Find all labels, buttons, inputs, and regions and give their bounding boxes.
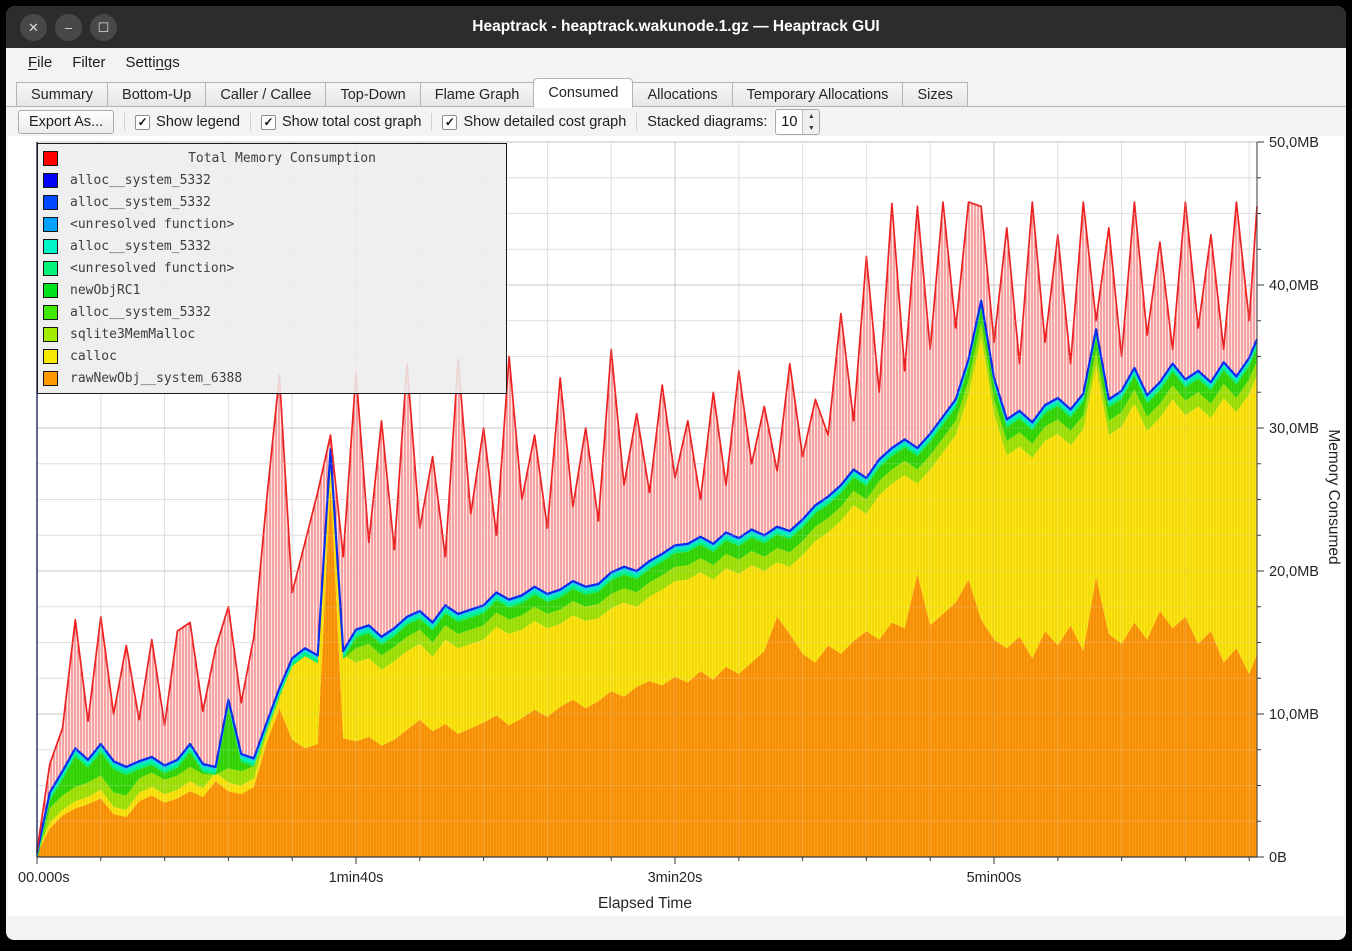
legend-label: alloc__system_5332 <box>70 172 211 188</box>
legend-swatch-icon <box>43 282 58 298</box>
tab-sizes[interactable]: Sizes <box>902 82 968 107</box>
chart-canvas[interactable]: 00.000s 1min40s 3min20s 5min00s 0B 10,0MB 20,0… <box>8 135 1344 916</box>
legend-item: alloc__system_5332 <box>38 301 506 323</box>
toolbar-separator <box>250 113 251 131</box>
tab-top-down[interactable]: Top-Down <box>325 82 421 107</box>
legend-item: alloc__system_5332 <box>38 191 506 213</box>
close-button[interactable]: ✕ <box>20 13 47 41</box>
axis-label: 00.000s <box>18 870 70 886</box>
toolbar-separator <box>124 113 126 131</box>
legend-swatch-icon <box>43 348 58 364</box>
legend-label: <unresolved function> <box>70 260 235 276</box>
toolbar-separator <box>431 113 433 131</box>
tab-bar: Summary Bottom-Up Caller / Callee Top-Down F… <box>6 77 1346 108</box>
legend-label: sqlite3MemMalloc <box>70 326 196 342</box>
legend-swatch-icon <box>43 260 58 276</box>
checkbox-label: Show detailed cost graph <box>463 114 627 130</box>
axis-label: 50,0MB <box>1269 136 1319 151</box>
checkbox-box-icon[interactable]: ✓ <box>442 114 458 130</box>
menu-file[interactable]: File <box>28 54 53 71</box>
legend-item: rawNewObj__system_6388 <box>38 367 506 389</box>
legend-label: alloc__system_5332 <box>70 238 211 254</box>
legend-label: rawNewObj__system_6388 <box>70 370 243 386</box>
legend-swatch-icon <box>43 150 58 166</box>
legend-label: alloc__system_5332 <box>70 194 211 210</box>
legend-label: newObjRC1 <box>70 282 141 298</box>
axis-label: 5min00s <box>967 870 1022 886</box>
stacked-diagrams-value: 10 <box>781 114 798 130</box>
axis-label: 30,0MB <box>1269 421 1319 437</box>
title-bar[interactable]: ✕ – ☐ Heaptrack - heaptrack.wakunode.1.gz … <box>6 6 1346 48</box>
tab-temporary-allocations[interactable]: Temporary Allocations <box>731 82 904 107</box>
checkbox-box-icon[interactable]: ✓ <box>135 114 151 130</box>
checkbox-label: Show total cost graph <box>282 114 422 130</box>
checkbox-label: Show legend <box>156 114 240 130</box>
maximize-button[interactable]: ☐ <box>90 13 117 41</box>
legend-swatch-icon <box>43 370 58 386</box>
export-as-button[interactable]: Export As... <box>18 110 115 134</box>
legend-swatch-icon <box>43 216 58 232</box>
stacked-diagrams-label: Stacked diagrams: <box>647 114 768 130</box>
legend-title-row: Total Memory Consumption <box>38 147 506 169</box>
legend-item: alloc__system_5332 <box>38 169 506 191</box>
tab-summary[interactable]: Summary <box>16 82 109 107</box>
axis-label: 10,0MB <box>1269 707 1319 723</box>
axis-label: 40,0MB <box>1269 278 1319 294</box>
window-controls: ✕ – ☐ <box>20 6 117 48</box>
stacked-diagrams-spinner[interactable]: 10 ▲ ▼ <box>775 109 821 135</box>
spinner-up-icon[interactable]: ▲ <box>807 112 815 120</box>
axis-label: 1min40s <box>329 870 384 886</box>
legend-label: Total Memory Consumption <box>188 150 376 166</box>
legend-swatch-icon <box>43 194 58 210</box>
legend-swatch-icon <box>43 326 58 342</box>
spinner-down-icon[interactable]: ▼ <box>807 124 815 132</box>
legend-swatch-icon <box>43 172 58 188</box>
legend-item: sqlite3MemMalloc <box>38 323 506 345</box>
tab-bottom-up[interactable]: Bottom-Up <box>107 82 207 107</box>
legend-swatch-icon <box>43 238 58 254</box>
tab-allocations[interactable]: Allocations <box>632 82 733 107</box>
legend-item: alloc__system_5332 <box>38 235 506 257</box>
axis-label: Memory Consumed <box>1325 429 1342 564</box>
toolbar-separator <box>636 113 638 131</box>
minimize-button[interactable]: – <box>55 13 82 41</box>
legend-label: alloc__system_5332 <box>70 304 211 320</box>
axis-label: 20,0MB <box>1269 564 1319 580</box>
chart-legend: Total Memory Consumption alloc__system_53… <box>37 143 507 394</box>
memory-consumption-chart[interactable]: 00.000s 1min40s 3min20s 5min00s 0B 10,0MB 20,0… <box>8 135 1344 916</box>
checkbox-show-legend[interactable]: ✓ Show legend <box>135 114 240 130</box>
tab-caller-callee[interactable]: Caller / Callee <box>205 82 327 107</box>
window-title: Heaptrack - heaptrack.wakunode.1.gz — He… <box>472 18 880 35</box>
menu-filter[interactable]: Filter <box>72 54 106 71</box>
tab-consumed[interactable]: Consumed <box>533 78 634 108</box>
axis-label: 0B <box>1269 850 1287 866</box>
legend-label: calloc <box>70 348 117 364</box>
checkbox-show-detailed-cost-graph[interactable]: ✓ Show detailed cost graph <box>442 114 626 130</box>
toolbar: Export As... ✓ Show legend ✓ Show total cos… <box>6 107 1346 137</box>
axis-label: 3min20s <box>648 870 703 886</box>
legend-item: newObjRC1 <box>38 279 506 301</box>
axis-label: Elapsed Time <box>598 895 692 912</box>
legend-item: <unresolved function> <box>38 213 506 235</box>
app-window: ✕ – ☐ Heaptrack - heaptrack.wakunode.1.gz … <box>6 6 1346 940</box>
legend-item: calloc <box>38 345 506 367</box>
legend-label: <unresolved function> <box>70 216 235 232</box>
menu-settings[interactable]: Settings <box>125 54 180 71</box>
legend-swatch-icon <box>43 304 58 320</box>
checkbox-box-icon[interactable]: ✓ <box>261 114 276 130</box>
menu-bar: File Filter Settings <box>6 48 1346 77</box>
legend-item: <unresolved function> <box>38 257 506 279</box>
tab-flame-graph[interactable]: Flame Graph <box>419 82 535 107</box>
checkbox-show-total-cost-graph[interactable]: ✓ Show total cost graph <box>261 114 421 130</box>
